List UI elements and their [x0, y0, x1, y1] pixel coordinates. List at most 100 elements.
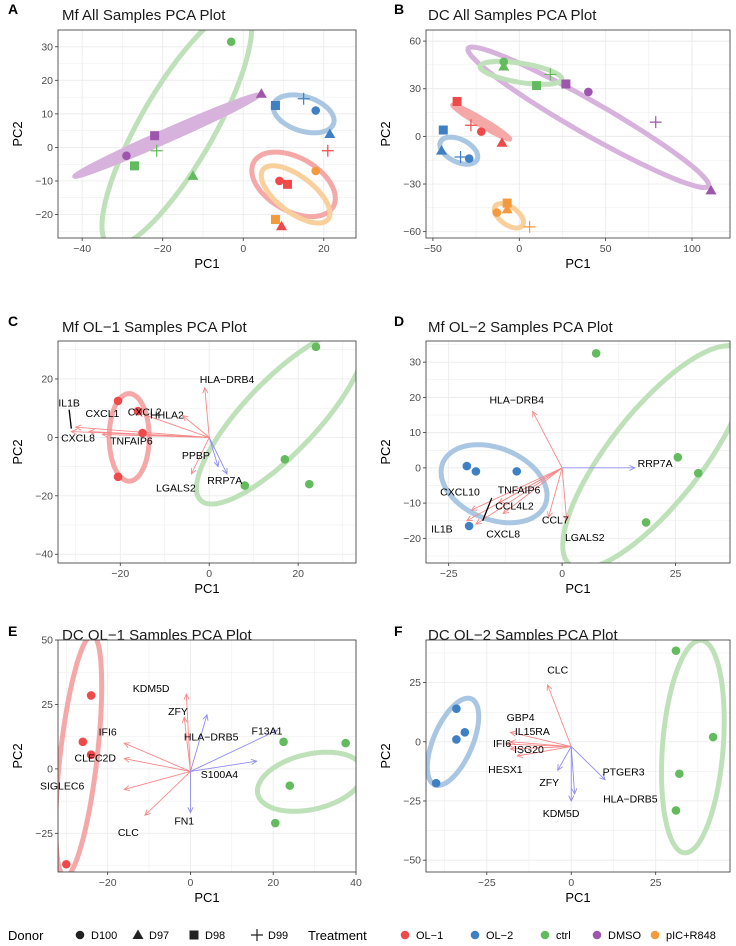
data-point: [649, 116, 662, 129]
y-tick-label: 0: [415, 462, 421, 474]
loading-arrow: [516, 746, 572, 759]
plot-border: [57, 639, 357, 873]
panel-D: D Mf OL−2 Samples PCA Plot HLA−DRB4 RRP7A TN…: [378, 313, 731, 596]
loading-label: TNFAIP6: [498, 485, 541, 497]
data-point: [122, 151, 131, 161]
legend-label: D97: [149, 930, 169, 942]
loading-label: RRP7A: [638, 458, 673, 470]
loading-label: HLA−DRB4: [489, 395, 544, 407]
loading-arrow: [532, 410, 563, 469]
data-point: [464, 154, 474, 163]
data-point: [324, 128, 336, 138]
ellipse-ctrl: [658, 640, 727, 856]
plot-border: [57, 29, 357, 239]
loading-arrow: [562, 464, 636, 471]
y-tick-label: 20: [409, 392, 421, 404]
panel-title: DC All Samples PCA Plot: [428, 7, 597, 24]
plot-content: [438, 343, 730, 563]
x-axis-label: PC1: [565, 890, 590, 905]
data-point: [61, 859, 71, 869]
x-tick-label: 40: [350, 877, 362, 889]
loading-label: IFI6: [99, 727, 117, 739]
data-point: [311, 166, 321, 176]
x-tick-label: 0: [516, 243, 522, 255]
y-tick-label: 20: [41, 373, 53, 385]
x-tick-label: −25: [478, 877, 496, 889]
loading-label: IFI6: [493, 738, 511, 750]
y-tick-label: −10: [35, 175, 53, 187]
data-point: [464, 119, 477, 132]
loading-label: PPBP: [182, 450, 210, 462]
legend-marker: [75, 930, 85, 940]
data-point: [150, 131, 160, 141]
loading-label: IL15RA: [515, 726, 550, 738]
data-point: [270, 215, 280, 225]
y-tick-label: −60: [403, 226, 421, 238]
panel-B: B DC All Samples PCA Plot −50 0 50 100 −60 −30 0…: [378, 1, 731, 271]
loading-label: PTGER3: [603, 766, 645, 778]
label-leader: [482, 497, 493, 521]
data-point: [512, 467, 522, 476]
loading-label: KDM5D: [543, 808, 580, 820]
loading-arrow: [190, 729, 279, 772]
plot-area: [426, 640, 730, 872]
data-point: [476, 127, 486, 136]
legend: Donor D100 D97 D98 D99 Treatment OL−1 OL−2 ctrl D…: [8, 928, 716, 943]
legend-marker: [251, 929, 263, 941]
y-tick-label: 50: [41, 635, 53, 647]
gridlines: [426, 30, 730, 238]
ellipse-ctrl: [254, 749, 356, 814]
panel-title: Mf All Samples PCA Plot: [62, 7, 226, 24]
data-point: [113, 472, 123, 482]
loading-arrow: [509, 745, 572, 752]
axis-ticks: −50 0 50 100 −60 −30 0 30 60: [403, 36, 701, 255]
data-point: [544, 68, 557, 81]
loading-label: SIGLEC6: [40, 781, 85, 793]
panel-letter: A: [8, 1, 18, 17]
data-point: [498, 61, 510, 71]
y-tick-label: 25: [409, 677, 421, 689]
loading-label: GBP4: [507, 712, 535, 724]
legend-label: D100: [91, 930, 117, 942]
legend-donor-D97: D97: [132, 929, 169, 942]
loading-arrow: [208, 437, 228, 475]
panel-E: E DC OL−1 Samples PCA PlotKDM5DZFYIFI6CLE…: [8, 623, 362, 905]
ellipse-OL-1: [58, 640, 105, 872]
legend-marker: [189, 930, 199, 940]
loading-label: ZFY: [539, 777, 559, 789]
y-tick-label: 60: [409, 36, 421, 48]
loading-arrow: [568, 746, 575, 803]
data-point: [460, 728, 470, 737]
loading-label: IL1B: [58, 398, 80, 410]
data-point: [226, 37, 236, 47]
x-tick-label: 0: [206, 568, 212, 580]
loading-label: LGALS2: [565, 532, 605, 544]
loading-label: ZFY: [168, 706, 188, 718]
ellipse-ctrl: [99, 30, 255, 238]
x-axis-label: PC1: [194, 256, 219, 271]
loading-arrow: [181, 716, 191, 772]
data-point: [454, 151, 467, 164]
y-tick-label: 10: [409, 427, 421, 439]
loading-arrow: [190, 758, 258, 772]
ellipse-OL-2: [438, 442, 550, 526]
panel-letter: E: [8, 623, 17, 639]
axis-ticks: −40 −20 0 20 −20 −10 0 10 20 30: [35, 41, 330, 255]
x-tick-label: 0: [240, 243, 246, 255]
data-point: [240, 481, 250, 490]
loading-label: CXCL1: [86, 408, 120, 420]
data-point: [641, 518, 651, 527]
panel-letter: F: [394, 623, 403, 639]
y-tick-label: 30: [409, 83, 421, 95]
data-point: [150, 144, 163, 157]
y-tick-label: −20: [35, 209, 53, 221]
panel-F: F DC OL−2 Samples PCA PlotCLCGBP4IL15RAIF…: [378, 623, 731, 905]
data-point: [561, 79, 571, 89]
plot-content: [58, 640, 356, 872]
data-point: [452, 735, 461, 744]
data-point: [279, 737, 288, 747]
legend-treatment-item: OL−1: [400, 930, 443, 942]
y-axis-label: PC2: [378, 743, 393, 768]
loading-label: HLA−DRB5: [603, 794, 658, 806]
panel-title: Mf OL−2 Samples PCA Plot: [428, 319, 613, 336]
